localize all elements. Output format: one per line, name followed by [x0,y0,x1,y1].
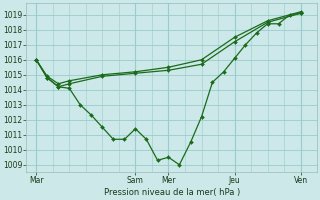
X-axis label: Pression niveau de la mer( hPa ): Pression niveau de la mer( hPa ) [104,188,240,197]
